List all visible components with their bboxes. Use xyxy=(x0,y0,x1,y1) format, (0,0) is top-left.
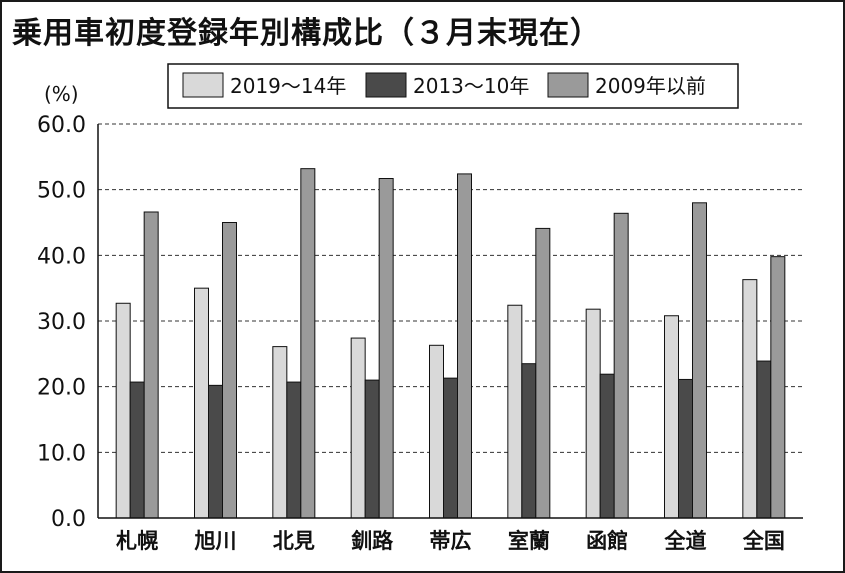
y-tick-label: 10.0 xyxy=(37,441,86,466)
bar xyxy=(143,211,159,519)
bar xyxy=(429,344,444,519)
bar xyxy=(756,360,772,519)
bar xyxy=(507,304,523,519)
legend-box xyxy=(167,63,739,109)
bar xyxy=(770,256,786,519)
bar xyxy=(194,287,209,519)
y-tick-label: 40.0 xyxy=(37,244,86,269)
bar xyxy=(129,381,145,519)
bar xyxy=(692,202,707,519)
y-tick-label: 30.0 xyxy=(37,310,86,335)
legend-swatch xyxy=(365,72,407,98)
bar xyxy=(742,279,758,519)
x-tick-label: 帯広 xyxy=(430,529,472,553)
bar xyxy=(585,308,601,519)
bar xyxy=(364,379,380,519)
bar xyxy=(300,168,316,519)
legend-label: 2019～14年 xyxy=(230,74,346,98)
legend-swatch xyxy=(547,72,589,98)
bar xyxy=(613,212,629,519)
x-tick-label: 函館 xyxy=(586,529,628,553)
x-tick-label: 札幌 xyxy=(115,529,158,553)
y-tick-label: 50.0 xyxy=(37,179,86,204)
bar xyxy=(378,178,394,519)
bar xyxy=(535,227,551,519)
chart-title: 乗用車初度登録年別構成比（３月末現在） xyxy=(12,16,601,51)
x-tick-label: 全道 xyxy=(664,529,707,553)
bar xyxy=(350,337,366,519)
legend-swatch xyxy=(182,72,224,98)
y-tick-label: 0.0 xyxy=(51,507,86,532)
bar xyxy=(272,346,288,519)
x-tick-label: 旭川 xyxy=(194,529,237,553)
x-tick-label: 北見 xyxy=(273,529,315,553)
x-tick-label: 釧路 xyxy=(351,529,394,553)
bar xyxy=(599,373,615,519)
bar xyxy=(457,173,472,519)
legend-label: 2009年以前 xyxy=(595,74,706,98)
x-axis-labels: 札幌 旭川 北見 釧路 帯広 室蘭 函館 全道 全国 xyxy=(115,529,785,553)
bar xyxy=(678,378,693,519)
x-tick-label: 全国 xyxy=(742,529,785,553)
y-axis-ticks: 0.0 10.0 20.0 30.0 40.0 50.0 60.0 xyxy=(37,113,86,532)
x-tick-label: 室蘭 xyxy=(508,529,550,553)
y-axis-unit-label: (%) xyxy=(44,82,79,106)
bar xyxy=(521,363,537,519)
bar xyxy=(443,377,458,519)
y-tick-label: 60.0 xyxy=(37,113,86,138)
bar xyxy=(208,384,223,519)
bar xyxy=(286,381,302,519)
y-tick-label: 20.0 xyxy=(37,376,86,401)
bar xyxy=(222,222,237,519)
bar xyxy=(115,302,131,519)
legend-label: 2013～10年 xyxy=(413,74,529,98)
legend: 2019～14年 2013～10年 2009年以前 xyxy=(167,63,739,109)
bar xyxy=(664,315,679,519)
bars xyxy=(115,168,786,519)
